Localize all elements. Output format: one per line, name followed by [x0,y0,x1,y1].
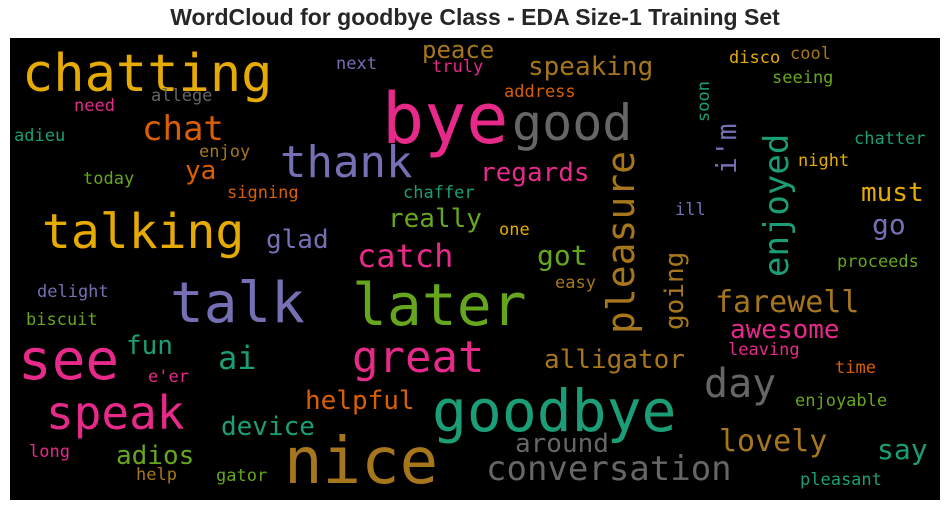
word-catch: catch [357,237,454,275]
word-great: great [352,332,485,383]
word-goodbye: goodbye [432,377,677,445]
word-day: day [704,361,777,407]
word-fun: fun [126,331,173,361]
word-easy: easy [555,273,596,293]
word-bye: bye [382,78,509,160]
word-around: around [515,429,609,459]
word-say: say [877,433,928,466]
word-night: night [798,151,850,171]
word-need: need [74,96,115,116]
chart-title: WordCloud for goodbye Class - EDA Size-1… [170,4,780,30]
word-adios: adios [116,441,195,471]
word-proceeds: proceeds [837,252,919,272]
word-e-er: e'er [148,367,189,387]
word-enjoyable: enjoyable [795,391,888,411]
word-alligator: alligator [544,345,685,375]
word-signing: signing [227,183,299,203]
word-see: see [18,328,120,393]
word-farewell: farewell [715,285,860,320]
word-got: got [537,239,588,272]
word-cloud: chatting bye good thank chat peace speaking nex… [10,38,940,500]
word-ill: ill [675,200,706,220]
word-help: help [136,465,177,485]
word-truly: truly [432,57,484,77]
word-delight: delight [37,282,109,302]
word-regards: regards [480,158,590,188]
word-speak: speak [46,386,185,440]
word-chat: chat [142,109,224,149]
word-good: good [512,94,633,152]
word-chatting: chatting [22,44,273,104]
word-lovely: lovely [719,424,828,459]
word-one: one [499,220,530,240]
word-gator: gator [216,466,268,486]
word-next: next [336,54,377,74]
word-time: time [835,358,876,378]
word-thank: thank [280,137,413,188]
word-ai: ai [218,339,257,377]
word-helpful: helpful [305,386,415,416]
word-peace: peace [422,38,495,64]
word-biscuit: biscuit [26,310,98,330]
word-pleasure: pleasure [599,150,643,334]
word-enjoy: enjoy [199,142,251,162]
word-glad: glad [266,225,329,255]
word-leaving: leaving [728,340,800,360]
word-adieu: adieu [14,126,66,146]
word-nice: nice [284,425,439,499]
word-speaking: speaking [528,52,654,82]
word-i-m: i'm [710,123,743,174]
word-device: device [221,412,315,442]
word-ya: ya [185,156,217,186]
word-talk: talk [170,271,305,336]
word-really: really [388,204,482,234]
word-long: long [29,442,70,462]
word-today: today [83,169,135,189]
word-address: address [504,82,576,102]
word-awesome: awesome [730,315,840,345]
word-talking: talking [42,204,245,260]
word-going: going [660,251,690,330]
word-seeing: seeing [772,68,834,88]
word-later: later [352,271,527,339]
word-cool: cool [790,44,831,64]
word-must: must [861,178,924,208]
word-soon: soon [694,81,714,122]
word-go: go [872,208,906,241]
word-conversation: conversation [486,449,732,489]
word-enjoyed: enjoyed [757,133,797,277]
word-disco: disco [729,48,781,68]
word-chatter: chatter [854,129,926,149]
word-chaffer: chaffer [403,183,475,203]
word-pleasant: pleasant [800,470,882,490]
word-allege: allege [151,86,213,106]
